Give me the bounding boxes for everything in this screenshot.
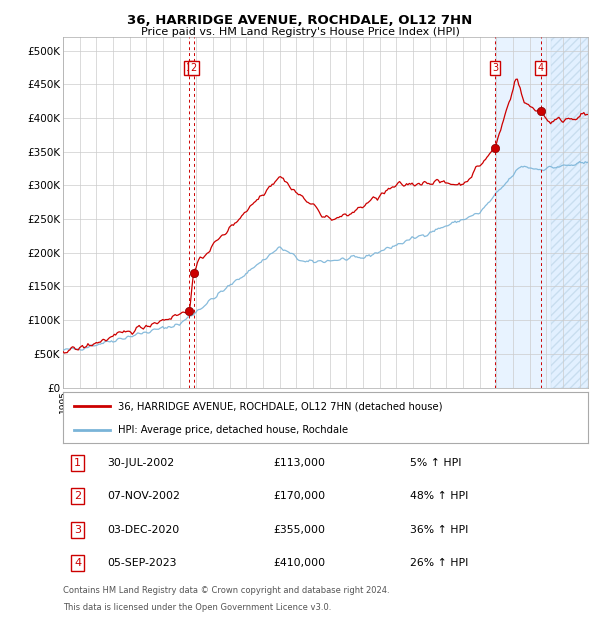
- Text: 05-SEP-2023: 05-SEP-2023: [107, 558, 177, 568]
- Text: Contains HM Land Registry data © Crown copyright and database right 2024.: Contains HM Land Registry data © Crown c…: [63, 586, 389, 595]
- Text: 30-JUL-2002: 30-JUL-2002: [107, 458, 175, 468]
- Text: 4: 4: [74, 558, 81, 568]
- Text: 2: 2: [191, 63, 197, 73]
- Text: 4: 4: [538, 63, 544, 73]
- Text: 26% ↑ HPI: 26% ↑ HPI: [409, 558, 468, 568]
- Text: 5% ↑ HPI: 5% ↑ HPI: [409, 458, 461, 468]
- Text: HPI: Average price, detached house, Rochdale: HPI: Average price, detached house, Roch…: [118, 425, 348, 435]
- Text: £410,000: £410,000: [273, 558, 325, 568]
- Text: Price paid vs. HM Land Registry's House Price Index (HPI): Price paid vs. HM Land Registry's House …: [140, 27, 460, 37]
- Bar: [495, 37, 588, 387]
- Text: 07-NOV-2002: 07-NOV-2002: [107, 492, 181, 502]
- Text: 36, HARRIDGE AVENUE, ROCHDALE, OL12 7HN (detached house): 36, HARRIDGE AVENUE, ROCHDALE, OL12 7HN …: [118, 401, 443, 411]
- Bar: [551, 37, 588, 387]
- Text: 3: 3: [74, 525, 81, 534]
- Text: 36% ↑ HPI: 36% ↑ HPI: [409, 525, 468, 534]
- Text: This data is licensed under the Open Government Licence v3.0.: This data is licensed under the Open Gov…: [63, 603, 331, 612]
- Text: 1: 1: [186, 63, 192, 73]
- Text: 1: 1: [74, 458, 81, 468]
- Text: 36, HARRIDGE AVENUE, ROCHDALE, OL12 7HN: 36, HARRIDGE AVENUE, ROCHDALE, OL12 7HN: [127, 14, 473, 27]
- Text: 03-DEC-2020: 03-DEC-2020: [107, 525, 180, 534]
- Text: 2: 2: [74, 492, 81, 502]
- Text: 48% ↑ HPI: 48% ↑ HPI: [409, 492, 468, 502]
- Text: £355,000: £355,000: [273, 525, 325, 534]
- Text: 3: 3: [492, 63, 498, 73]
- Text: £170,000: £170,000: [273, 492, 325, 502]
- Text: £113,000: £113,000: [273, 458, 325, 468]
